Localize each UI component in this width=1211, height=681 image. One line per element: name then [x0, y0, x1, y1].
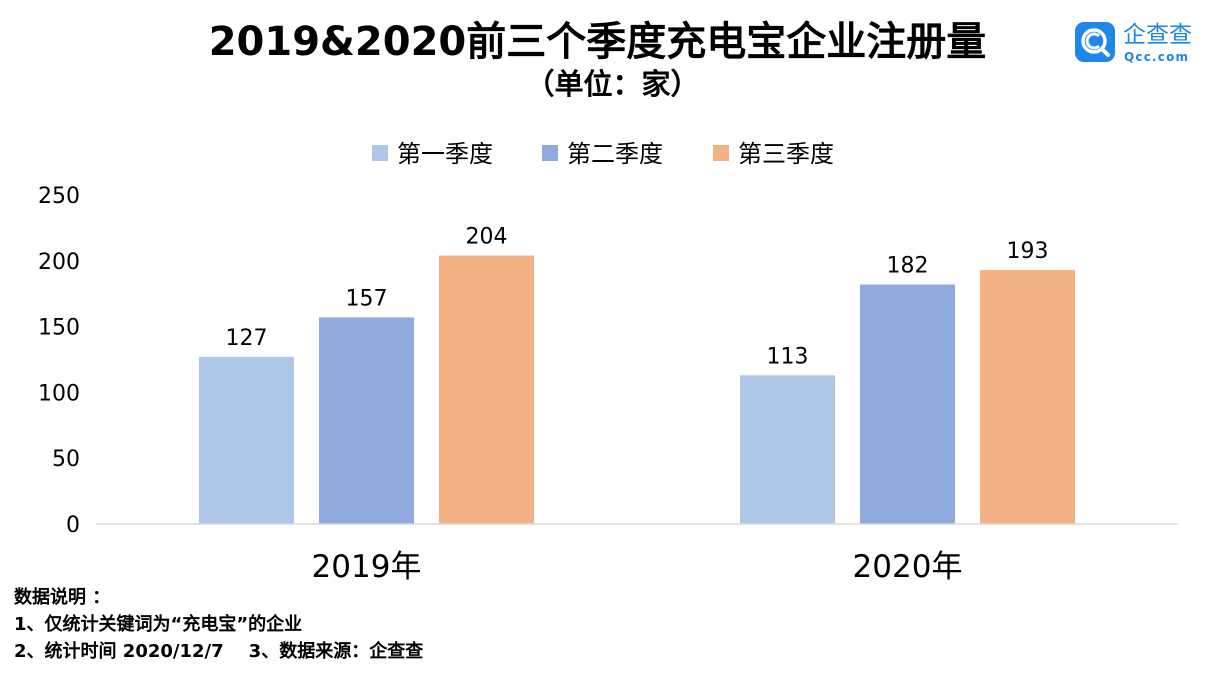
y-tick-label-0: 0	[66, 513, 80, 538]
bar-2-3	[980, 270, 1075, 524]
bar-1-3	[439, 255, 534, 524]
chart-legend: 第一季度 第二季度 第三季度	[372, 140, 834, 168]
data-label-2-3: 193	[1007, 239, 1049, 264]
legend-swatch-2	[542, 145, 558, 161]
data-label-1-1: 127	[226, 326, 268, 351]
notes-heading: 数据说明 ：	[14, 587, 111, 608]
chart-title: 2019&2020前三个季度充电宝企业注册量	[208, 19, 987, 65]
x-axis: 2019年 2020年	[96, 523, 1178, 585]
notes-line-1: 1、仅统计关键词为“充电宝”的企业	[14, 614, 303, 635]
qcc-logo-icon	[1075, 22, 1115, 62]
legend-label-3: 第三季度	[738, 140, 834, 168]
data-label-1-2: 157	[346, 286, 388, 311]
legend-swatch-3	[713, 145, 729, 161]
bar-2-1	[740, 375, 835, 524]
logo-brand-name: 企查查	[1123, 22, 1192, 48]
y-tick-label-5: 250	[38, 184, 80, 209]
legend-swatch-1	[372, 145, 388, 161]
bar-group	[199, 255, 1075, 524]
y-axis: 0 50 100 150 200 250	[38, 184, 80, 538]
legend-label-2: 第二季度	[567, 140, 663, 168]
data-label-1-3: 204	[466, 225, 508, 250]
bar-2-2	[860, 284, 955, 524]
data-labels: 127 157 204 113 182 193	[226, 225, 1049, 370]
y-tick-label-1: 50	[52, 447, 80, 472]
y-tick-label-3: 150	[38, 316, 80, 341]
logo-brand-domain: Qcc.com	[1124, 50, 1190, 64]
bar-1-2	[319, 317, 414, 524]
bar-1-1	[199, 356, 294, 524]
y-tick-label-4: 200	[38, 250, 80, 275]
chart-subtitle: （单位：家）	[525, 67, 700, 101]
x-tick-label-1: 2019年	[312, 549, 422, 585]
legend-label-1: 第一季度	[397, 140, 493, 168]
qcc-logo: 企查查 Qcc.com	[1075, 20, 1205, 68]
y-tick-label-2: 100	[38, 381, 80, 406]
data-label-2-2: 182	[887, 253, 929, 278]
data-notes: 数据说明 ： 1、仅统计关键词为“充电宝”的企业 2、统计时间 2020/12/7 …	[14, 584, 423, 665]
data-label-2-1: 113	[767, 344, 809, 369]
x-tick-label-2: 2020年	[853, 549, 963, 585]
notes-line-2: 2、统计时间 2020/12/7 3、数据来源：企查查	[14, 641, 424, 662]
